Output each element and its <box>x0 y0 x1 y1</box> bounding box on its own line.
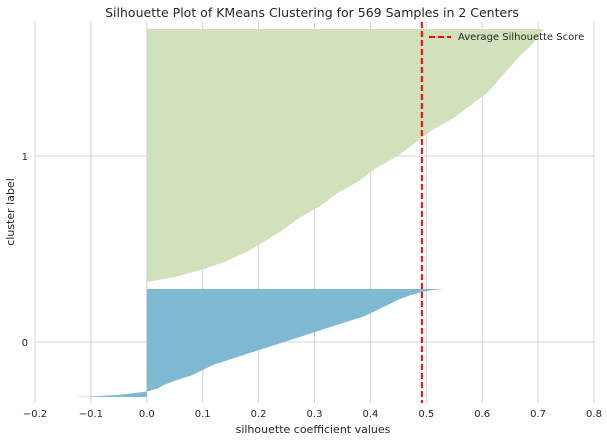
cluster-1-area <box>146 29 544 282</box>
x-tick-label: 0.5 <box>418 409 434 420</box>
x-axis-label: silhouette coefficient values <box>236 423 391 436</box>
x-tick-label: 0.1 <box>195 409 211 420</box>
x-tick-label: −0.1 <box>79 409 103 420</box>
x-tick-label: −0.2 <box>23 409 47 420</box>
y-tick-labels: 01 <box>22 152 28 349</box>
x-tick-label: 0.3 <box>307 409 323 420</box>
y-tick-label: 0 <box>22 338 28 349</box>
chart-title: Silhouette Plot of KMeans Clustering for… <box>105 5 519 20</box>
x-tick-label: 0.6 <box>474 409 490 420</box>
y-tick-label: 1 <box>22 152 28 163</box>
silhouette-areas <box>74 29 544 397</box>
x-tick-label: 0.2 <box>251 409 267 420</box>
x-tick-label: 0.8 <box>586 409 602 420</box>
x-tick-labels: −0.2 −0.1 0.0 0.1 0.2 0.3 0.4 0.5 0.6 0.7 0.8 <box>23 409 602 420</box>
x-tick-label: 0.7 <box>530 409 546 420</box>
legend: Average Silhouette Score <box>429 32 584 43</box>
x-tick-label: 0.4 <box>362 409 378 420</box>
cluster-0-area <box>74 289 444 397</box>
legend-label: Average Silhouette Score <box>458 32 584 43</box>
y-axis-label: cluster label <box>4 178 17 246</box>
x-tick-label: 0.0 <box>139 409 155 420</box>
